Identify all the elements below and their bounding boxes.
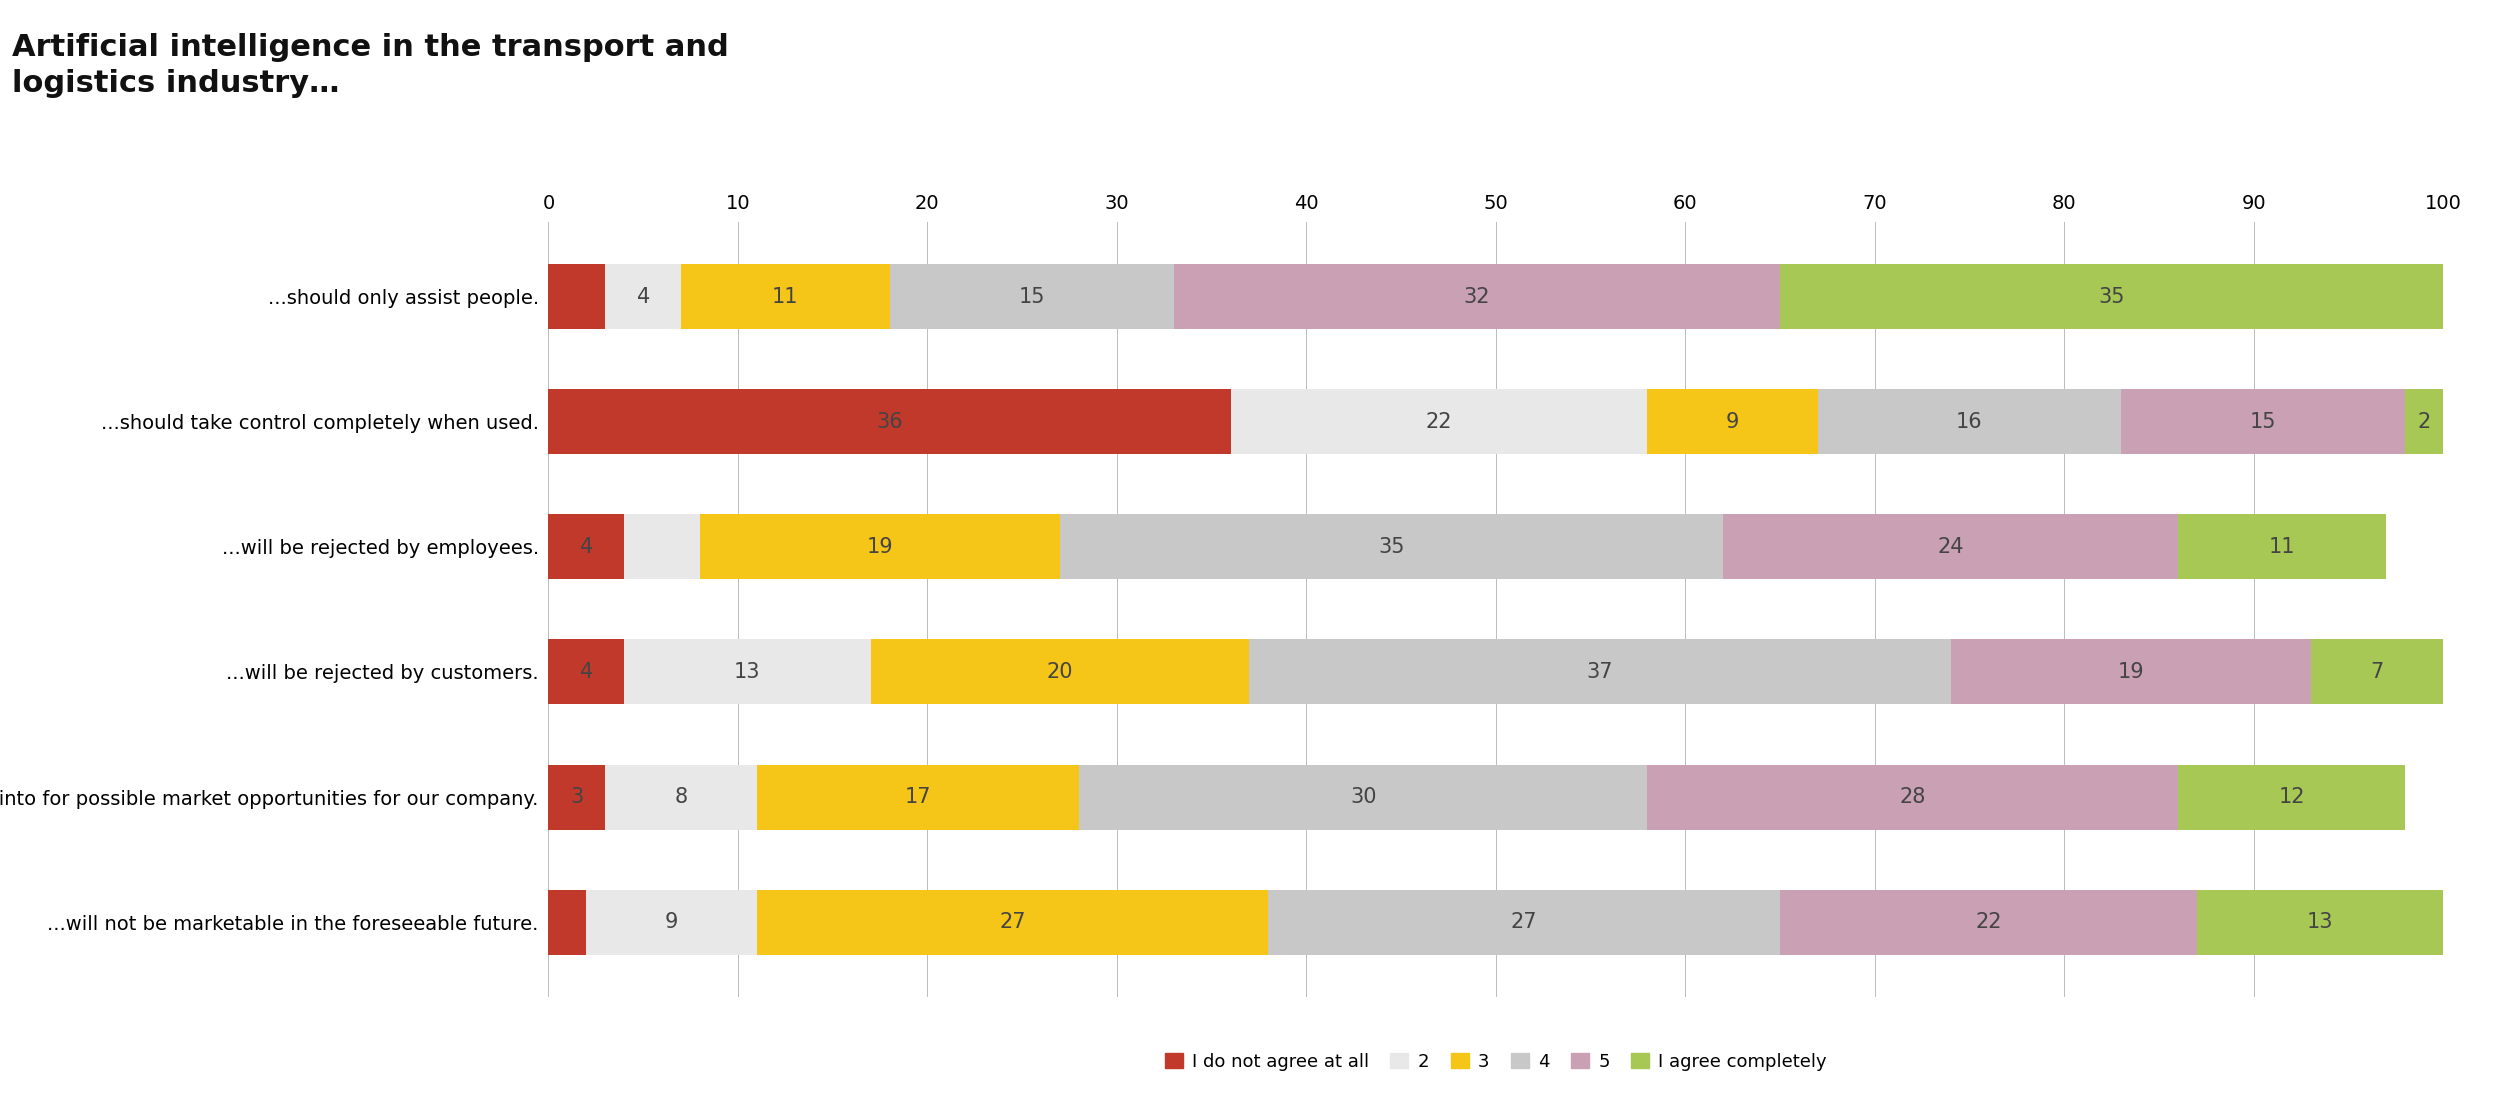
Text: 13: 13	[733, 661, 760, 681]
Bar	[548, 514, 623, 579]
Bar	[2179, 514, 2386, 579]
Bar	[548, 264, 606, 329]
Text: 15: 15	[1017, 287, 1045, 307]
Text: 8: 8	[676, 787, 688, 807]
Bar	[548, 890, 586, 955]
Text: 4: 4	[581, 537, 593, 557]
Bar	[548, 389, 1232, 454]
Text: 7: 7	[2371, 661, 2383, 681]
Bar	[1723, 514, 2179, 579]
Text: 22: 22	[1426, 412, 1453, 432]
Bar	[1950, 639, 2311, 705]
Text: 11: 11	[2269, 537, 2296, 557]
Bar	[890, 264, 1174, 329]
Bar	[548, 639, 623, 705]
Text: 32: 32	[1463, 287, 1491, 307]
Text: 24: 24	[1937, 537, 1964, 557]
Text: 35: 35	[2099, 287, 2124, 307]
Bar	[623, 514, 701, 579]
Text: 19: 19	[868, 537, 892, 557]
Bar	[1232, 389, 1648, 454]
Text: 4: 4	[636, 287, 651, 307]
Text: 12: 12	[2279, 787, 2306, 807]
Text: 20: 20	[1047, 661, 1074, 681]
Text: 19: 19	[2117, 661, 2144, 681]
Text: 13: 13	[2306, 912, 2333, 932]
Text: Artificial intelligence in the transport and
logistics industry…: Artificial intelligence in the transport…	[12, 33, 730, 99]
Bar	[2311, 639, 2443, 705]
Text: 35: 35	[1379, 537, 1406, 557]
Text: 36: 36	[875, 412, 902, 432]
Bar	[1269, 890, 1780, 955]
Bar	[2179, 765, 2406, 830]
Bar	[758, 765, 1079, 830]
Bar	[623, 639, 870, 705]
Bar	[2196, 890, 2443, 955]
Bar	[2122, 389, 2406, 454]
Text: 15: 15	[2249, 412, 2276, 432]
Bar	[1249, 639, 1950, 705]
Text: 4: 4	[581, 661, 593, 681]
Text: 30: 30	[1349, 787, 1376, 807]
Bar	[1648, 765, 2179, 830]
Text: 9: 9	[666, 912, 678, 932]
Bar	[586, 890, 758, 955]
Text: 11: 11	[773, 287, 798, 307]
Text: 17: 17	[905, 787, 932, 807]
Bar	[548, 765, 606, 830]
Bar	[1780, 264, 2443, 329]
Bar	[1174, 264, 1780, 329]
Legend: I do not agree at all, 2, 3, 4, 5, I agree completely: I do not agree at all, 2, 3, 4, 5, I agr…	[1164, 1053, 1827, 1070]
Text: 16: 16	[1957, 412, 1982, 432]
Bar	[1817, 389, 2122, 454]
Bar	[606, 264, 681, 329]
Bar	[701, 514, 1060, 579]
Bar	[2406, 389, 2443, 454]
Bar	[870, 639, 1249, 705]
Bar	[758, 890, 1269, 955]
Text: 27: 27	[1511, 912, 1538, 932]
Bar	[1648, 389, 1817, 454]
Text: 28: 28	[1900, 787, 1925, 807]
Bar	[1780, 890, 2196, 955]
Text: 27: 27	[1000, 912, 1027, 932]
Bar	[1079, 765, 1648, 830]
Text: 2: 2	[2418, 412, 2431, 432]
Text: 37: 37	[1586, 661, 1613, 681]
Text: 9: 9	[1725, 412, 1740, 432]
Bar	[681, 264, 890, 329]
Text: 3: 3	[571, 787, 583, 807]
Bar	[1060, 514, 1723, 579]
Bar	[606, 765, 758, 830]
Text: 22: 22	[1974, 912, 2002, 932]
